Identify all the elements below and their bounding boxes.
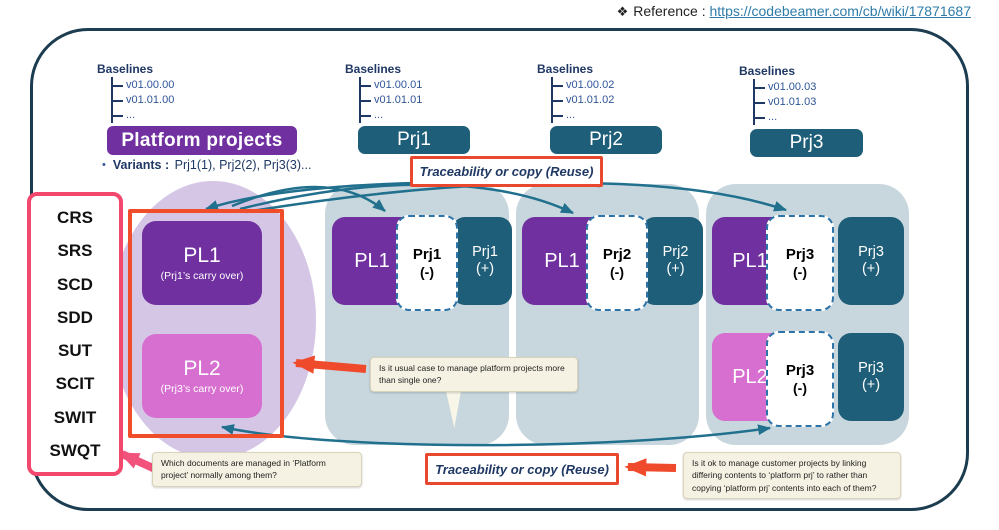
baselines-tree: v01.00.01 v01.01.01 ...	[359, 77, 422, 123]
documents-list: CRS SRS SCD SDD SUT SCIT SWIT SWQT	[27, 192, 123, 476]
g3-prj3-plus-cell: Prj3 (+)	[838, 217, 904, 305]
baseline-version: v01.00.02	[553, 78, 614, 93]
baseline-ellipsis: ...	[113, 108, 174, 123]
cell-sign: (+)	[861, 261, 881, 277]
g1-prj1-plus-cell: Prj1 (+)	[452, 217, 512, 305]
trace-label-top: Traceability or copy (Reuse)	[410, 156, 603, 187]
reference-line: ❖ Reference : https://codebeamer.com/cb/w…	[617, 3, 971, 20]
cell-label: PL1	[544, 250, 580, 272]
prj1-title: Prj1	[358, 126, 470, 154]
document-item: SWQT	[49, 440, 101, 460]
document-item: SCD	[57, 274, 93, 294]
cell-label: Prj2	[602, 245, 632, 263]
baseline-version: v01.01.02	[553, 93, 614, 108]
variants-line: • Variants : Prj1(1), Prj2(2), Prj3(3)...	[102, 158, 311, 172]
document-item: SCIT	[55, 374, 95, 394]
baseline-ellipsis: ...	[755, 110, 816, 125]
cell-sign: (-)	[793, 263, 807, 280]
baselines-label: Baselines	[345, 62, 402, 76]
document-item: CRS	[57, 208, 93, 228]
baseline-version: v01.01.03	[755, 95, 816, 110]
prj2-title: Prj2	[550, 126, 662, 154]
document-item: SWIT	[53, 407, 97, 427]
platform-pl2-box: PL2 (Prj3’s carry over)	[142, 334, 262, 418]
bullet-icon: •	[102, 159, 106, 171]
baselines-tree: v01.00.02 v01.01.02 ...	[551, 77, 614, 123]
cell-sign: (-)	[793, 379, 807, 396]
pl2-title: PL2	[183, 357, 221, 381]
cell-label: Prj3	[785, 361, 815, 379]
cell-label: Prj2	[662, 243, 689, 260]
document-item: SDD	[57, 307, 93, 327]
g2-prj2-minus-cell: Prj2 (-)	[586, 215, 648, 311]
callout-linking-vs-copy: Is it ok to manage customer projects by …	[683, 452, 901, 499]
cell-label: Prj3	[785, 245, 815, 263]
platform-highlight-rect	[128, 209, 284, 438]
baseline-version: v01.00.01	[361, 78, 422, 93]
document-item: SUT	[58, 341, 92, 361]
variants-label: Variants :	[112, 158, 170, 172]
reference-link[interactable]: https://codebeamer.com/cb/wiki/17871687	[709, 3, 972, 19]
platform-projects-title: Platform projects	[107, 126, 297, 155]
callout-single-platform: Is it usual case to manage platform proj…	[370, 357, 578, 392]
cell-sign: (+)	[861, 377, 881, 393]
cell-label: Prj1	[412, 245, 442, 263]
cell-label: Prj3	[858, 359, 884, 376]
baseline-version: v01.00.03	[755, 80, 816, 95]
g3-prj3-minus-cell-2: Prj3 (-)	[766, 331, 834, 427]
g3-prj3-minus-cell: Prj3 (-)	[766, 215, 834, 311]
g3-prj3-plus-cell-2: Prj3 (+)	[838, 333, 904, 421]
pl1-title: PL1	[183, 244, 221, 268]
prj2-baselines: Baselines v01.00.02 v01.01.02 ...	[537, 62, 614, 123]
variants-value: Prj1(1), Prj2(2), Prj3(3)...	[174, 158, 312, 172]
cell-label: PL2	[732, 366, 768, 388]
cell-sign: (+)	[475, 261, 495, 277]
baseline-ellipsis: ...	[361, 108, 422, 123]
platform-pl1-box: PL1 (Prj1’s carry over)	[142, 221, 262, 305]
cell-label: Prj3	[858, 243, 884, 260]
pl2-subtitle: (Prj3’s carry over)	[160, 382, 244, 395]
cell-label: Prj1	[472, 243, 498, 260]
cell-sign: (-)	[420, 263, 434, 280]
prj3-baselines: Baselines v01.00.03 v01.01.03 ...	[739, 64, 816, 125]
baseline-ellipsis: ...	[553, 108, 614, 123]
baselines-tree: v01.00.03 v01.01.03 ...	[753, 79, 816, 125]
pl1-subtitle: (Prj1’s carry over)	[160, 269, 244, 282]
baselines-tree: v01.00.00 v01.01.00 ...	[111, 77, 174, 123]
cell-label: PL1	[354, 250, 390, 272]
platform-baselines: Baselines v01.00.00 v01.01.00 ...	[97, 62, 174, 123]
callout-which-documents: Which documents are managed in ‘Platform…	[152, 452, 362, 487]
document-item: SRS	[57, 241, 93, 261]
cell-sign: (-)	[610, 263, 624, 280]
baselines-label: Baselines	[97, 62, 154, 76]
baselines-label: Baselines	[739, 64, 796, 78]
baseline-version: v01.01.01	[361, 93, 422, 108]
baselines-label: Baselines	[537, 62, 594, 76]
reference-diamond-icon: ❖	[616, 4, 629, 19]
prj3-title: Prj3	[750, 129, 863, 157]
cell-label: PL1	[732, 250, 768, 272]
baseline-version: v01.00.00	[113, 78, 174, 93]
trace-label-bottom: Traceability or copy (Reuse)	[425, 453, 619, 485]
g2-prj2-plus-cell: Prj2 (+)	[642, 217, 703, 305]
baseline-version: v01.01.00	[113, 93, 174, 108]
g1-prj1-minus-cell: Prj1 (-)	[396, 215, 458, 311]
reference-label: Reference :	[633, 3, 706, 19]
prj1-baselines: Baselines v01.00.01 v01.01.01 ...	[345, 62, 422, 123]
cell-sign: (+)	[666, 261, 685, 277]
